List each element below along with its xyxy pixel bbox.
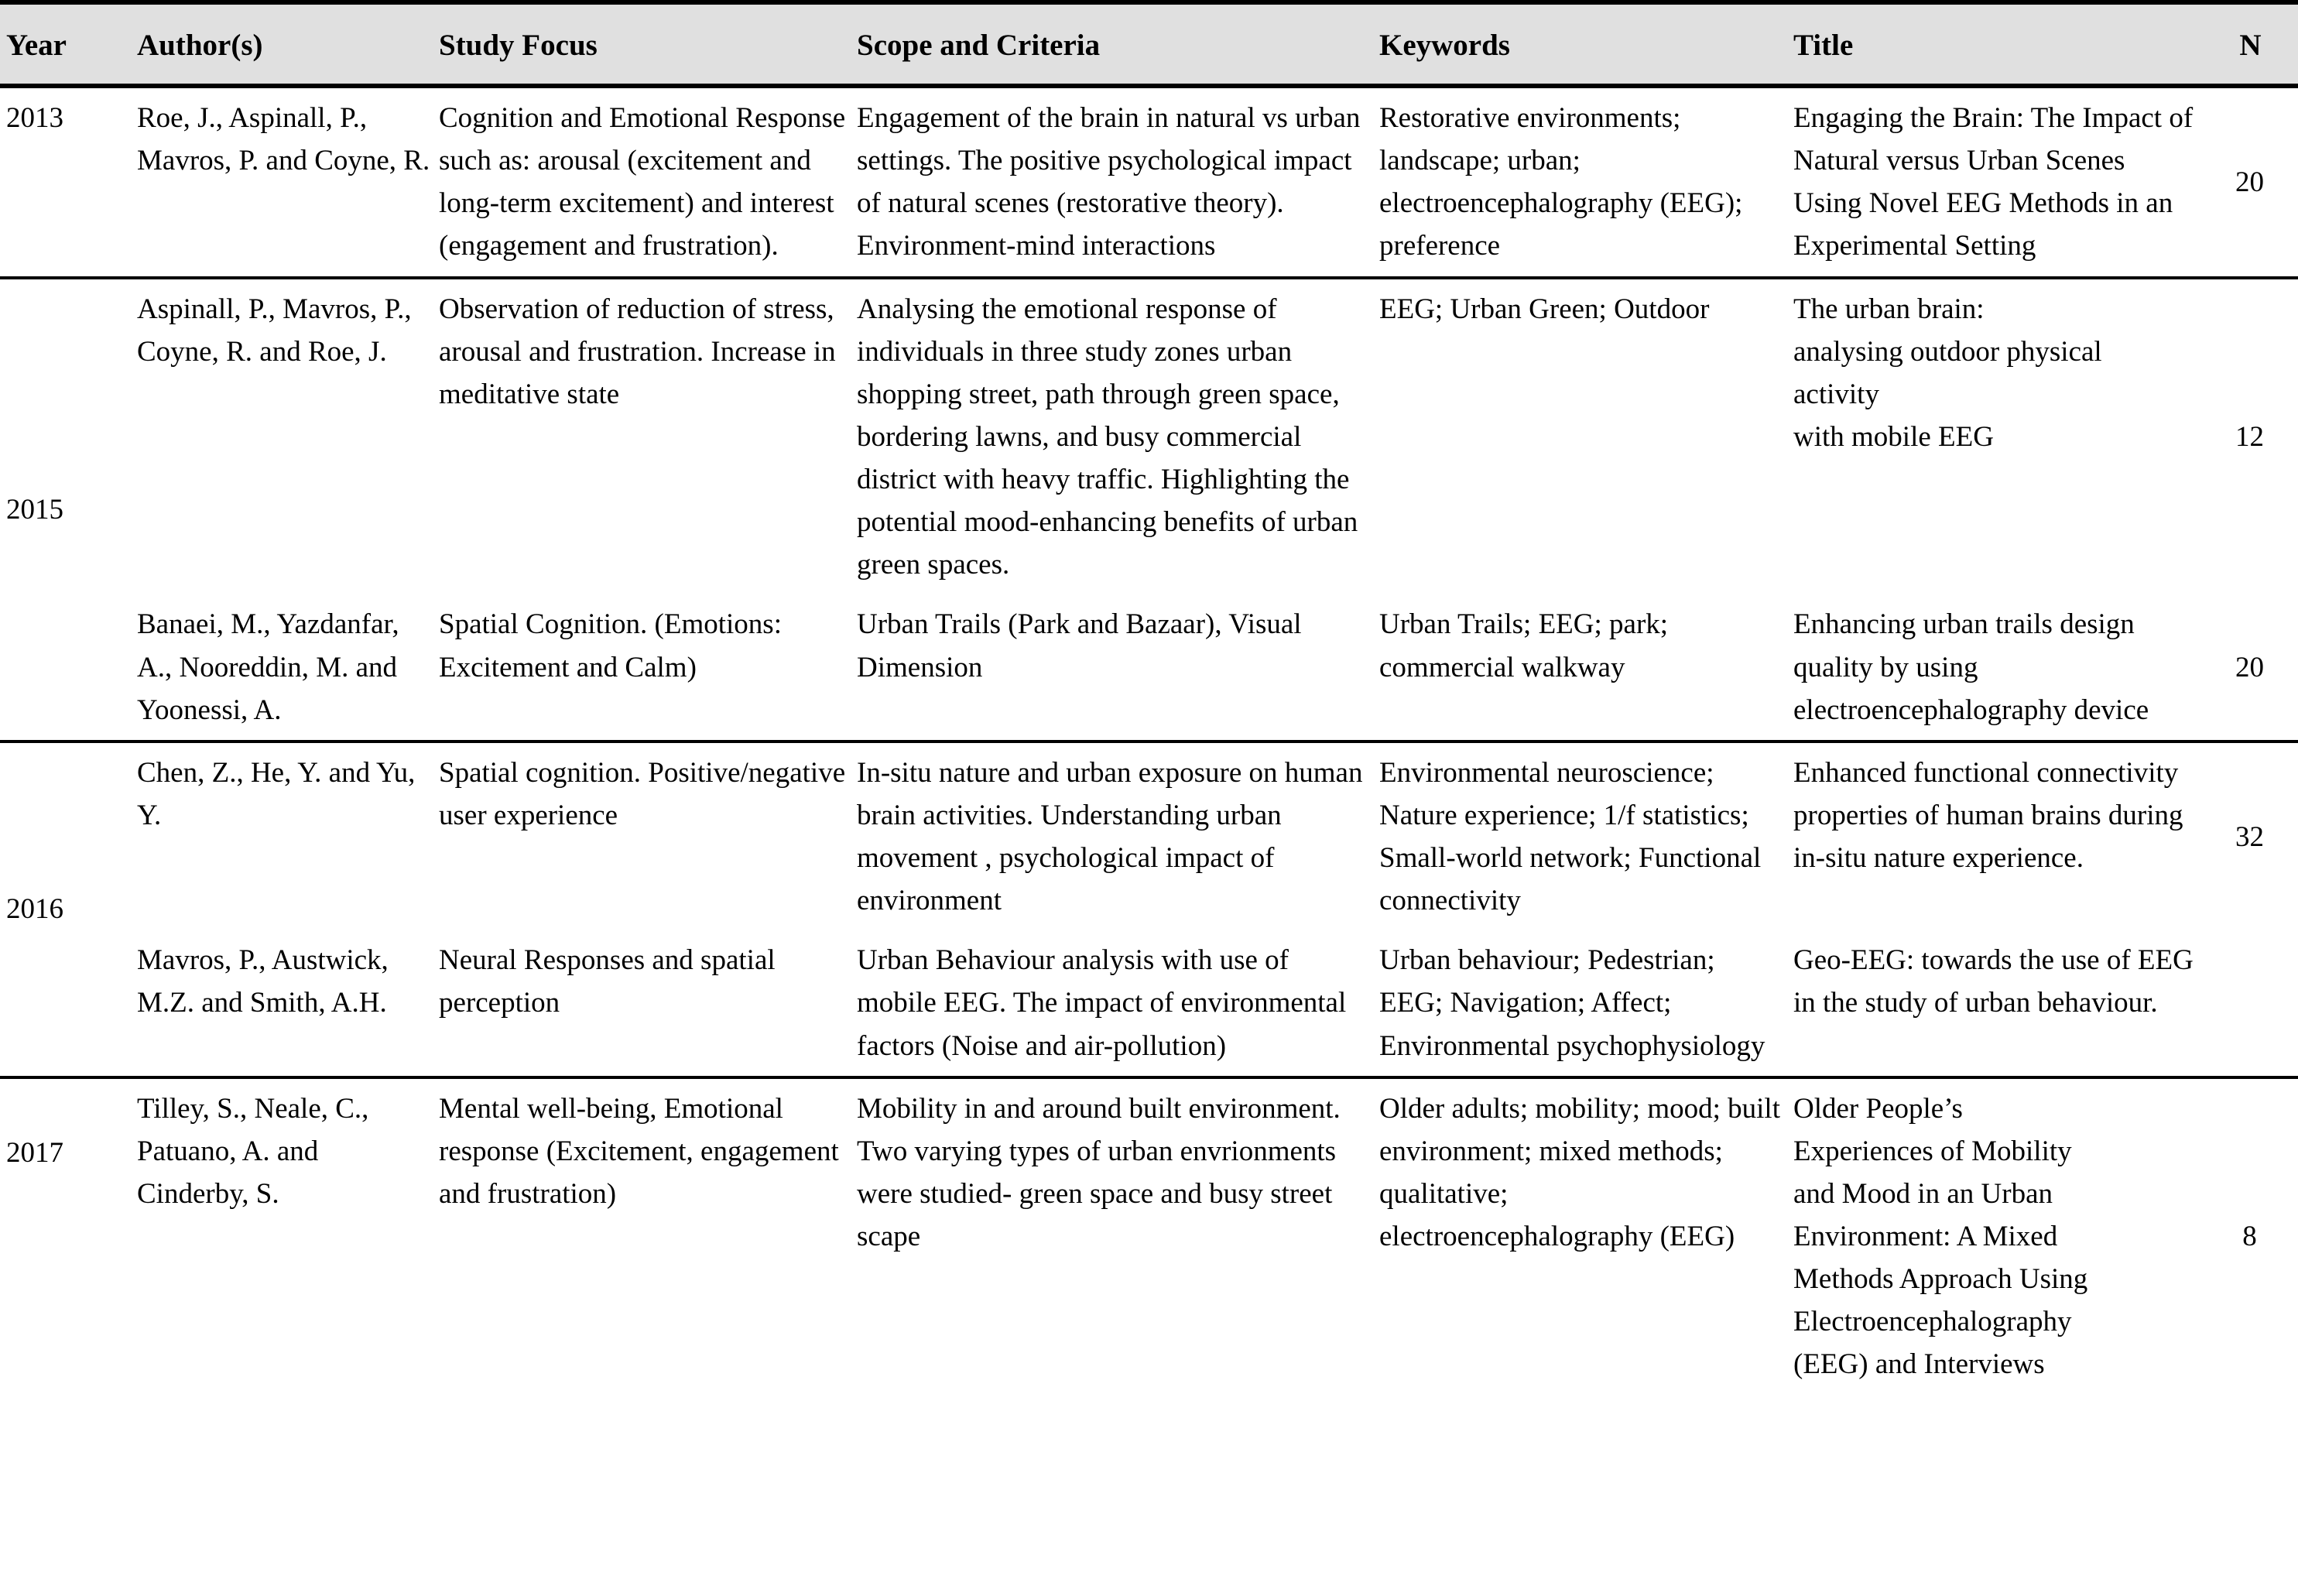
cell-focus: Cognition and Emotional Response such as… (439, 102, 846, 262)
cell-title: Engaging the Brain: The Impact of Natura… (1793, 102, 2194, 262)
cell-n (2206, 930, 2298, 1077)
column-header-year: Year (6, 29, 67, 62)
cell-authors: Mavros, P., Austwick, M.Z. and Smith, A.… (137, 944, 389, 1019)
cell-keywords: Urban Trails; EEG; park; commercial walk… (1379, 608, 1669, 683)
column-header-study-focus: Study Focus (439, 29, 598, 62)
year-group-2017: 2017 Tilley, S., Neale, C., Patuano, A. a… (0, 1077, 2298, 1395)
cell-scope: Engagement of the brain in natural vs ur… (857, 102, 1361, 262)
column-header-keywords: Keywords (1379, 29, 1510, 62)
cell-scope: Urban Behaviour analysis with use of mob… (857, 944, 1347, 1062)
cell-authors: Tilley, S., Neale, C., Patuano, A. and C… (137, 1092, 369, 1210)
cell-scope: Urban Trails (Park and Bazaar), Visual D… (857, 608, 1302, 683)
cell-keywords: Older adults; mobility; mood; built envi… (1379, 1092, 1780, 1253)
cell-n: 12 (2235, 420, 2264, 453)
table-row: Mavros, P., Austwick, M.Z. and Smith, A.… (0, 930, 2298, 1077)
cell-focus: Mental well-being, Emotional response (E… (439, 1092, 839, 1210)
cell-authors: Roe, J., Aspinall, P., Mavros, P. and Co… (137, 102, 430, 177)
cell-keywords: EEG; Urban Green; Outdoor (1379, 293, 1710, 325)
column-header-title: Title (1793, 29, 1854, 62)
cell-title: The urban brain: analysing outdoor physi… (1793, 293, 2102, 453)
cell-authors: Aspinall, P., Mavros, P., Coyne, R. and … (137, 293, 412, 368)
cell-scope: In-situ nature and urban exposure on hum… (857, 756, 1363, 917)
cell-keywords: Urban behaviour; Pedestrian; EEG; Naviga… (1379, 944, 1765, 1062)
table-row: 2016 Chen, Z., He, Y. and Yu, Y. Spatial c… (0, 741, 2298, 931)
table-row: Banaei, M., Yazdanfar, A., Nooreddin, M.… (0, 594, 2298, 741)
cell-year: 2013 (6, 102, 63, 135)
column-header-authors: Author(s) (137, 29, 263, 62)
cell-year: 2017 (6, 1136, 63, 1169)
cell-n: 20 (2235, 166, 2264, 198)
cell-n: 20 (2235, 651, 2264, 683)
cell-focus: Spatial Cognition. (Emotions: Excitement… (439, 608, 782, 683)
year-group-2013: 2013 Roe, J., Aspinall, P., Mavros, P. an… (0, 86, 2298, 278)
table-row: 2015 Aspinall, P., Mavros, P., Coyne, R. … (0, 278, 2298, 595)
cell-n: 8 (2242, 1221, 2257, 1253)
cell-year: 2016 (6, 893, 63, 926)
cell-keywords: Restorative environments; landscape; urb… (1379, 102, 1743, 262)
cell-focus: Observation of reduction of stress, arou… (439, 293, 836, 410)
header-row: Year Author(s) Study Focus Scope and Cri… (0, 2, 2298, 87)
cell-scope: Mobility in and around built environment… (857, 1092, 1341, 1253)
cell-focus: Spatial cognition. Positive/negative use… (439, 756, 846, 831)
cell-focus: Neural Responses and spatial perception (439, 944, 776, 1019)
cell-title: Enhancing urban trails design quality by… (1793, 608, 2149, 726)
cell-year: 2015 (6, 493, 63, 526)
year-group-2015: 2015 Aspinall, P., Mavros, P., Coyne, R. … (0, 277, 2298, 741)
year-group-2016: 2016 Chen, Z., He, Y. and Yu, Y. Spatial c… (0, 741, 2298, 1077)
cell-n: 32 (2235, 820, 2264, 853)
cell-scope: Analysing the emotional response of indi… (857, 293, 1358, 581)
literature-review-table: Year Author(s) Study Focus Scope and Cri… (0, 2, 2298, 1395)
column-header-n: N (2239, 29, 2262, 62)
cell-keywords: Environmental neuroscience; Nature exper… (1379, 756, 1762, 917)
table-row: 2017 Tilley, S., Neale, C., Patuano, A. a… (0, 1077, 2298, 1395)
cell-authors: Chen, Z., He, Y. and Yu, Y. (137, 756, 416, 831)
table-header: Year Author(s) Study Focus Scope and Cri… (0, 2, 2298, 87)
cell-title: Geo-EEG: towards the use of EEG in the s… (1793, 944, 2194, 1019)
table-row: 2013 Roe, J., Aspinall, P., Mavros, P. an… (0, 86, 2298, 278)
cell-authors: Banaei, M., Yazdanfar, A., Nooreddin, M.… (137, 608, 399, 726)
column-header-scope-and-criteria: Scope and Criteria (857, 29, 1101, 62)
cell-title: Older People’s Experiences of Mobility a… (1793, 1092, 2088, 1381)
cell-title: Enhanced functional connectivity propert… (1793, 756, 2183, 875)
